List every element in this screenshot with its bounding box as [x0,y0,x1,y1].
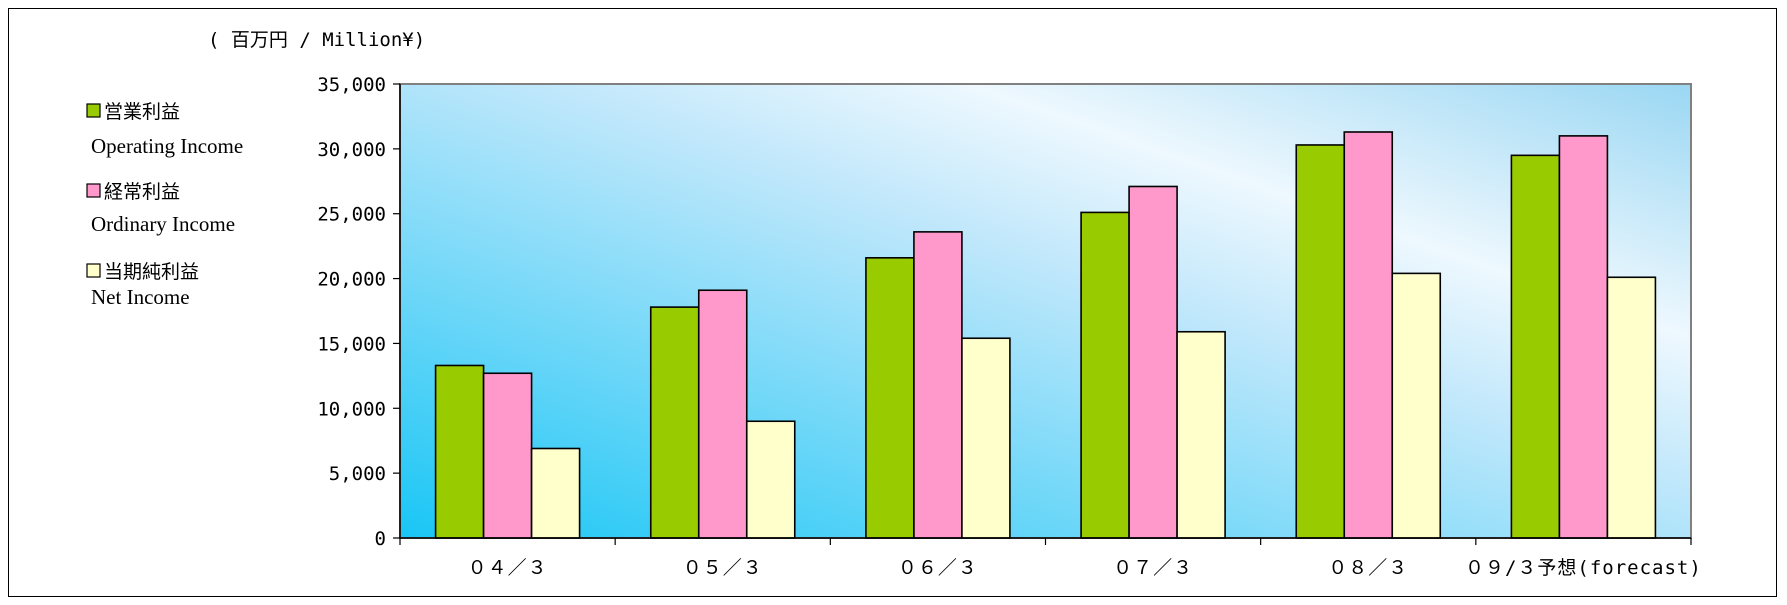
legend-label-operating-en: Operating Income [91,134,243,158]
bar-net-income [1176,330,1226,539]
bar-ordinary-income [1558,135,1609,539]
legend-label-operating: 営業利益 [104,101,180,123]
bar-operating-income [434,364,485,539]
bar-ordinary-income [1128,185,1178,539]
bar-ordinary-income [697,289,748,539]
bar-net-income [1391,272,1442,539]
bar-net-income [745,420,796,539]
x-category-label: ０６／３ [898,557,978,579]
bar-net-income [530,447,581,539]
y-tick-label: 30,000 [317,139,386,161]
x-category-label: ０７／３ [1113,557,1193,579]
y-tick-label: 20,000 [317,269,386,291]
legend-swatch-ordinary [86,183,101,198]
bar-net-income [961,337,1011,539]
legend: 営業利益 Operating Income 経常利益 Ordinary Inco… [86,101,243,309]
y-tick-label: 35,000 [317,74,386,96]
bar-ordinary-income [482,372,533,539]
y-axis: 0 5,000 10,000 15,000 20,000 25,000 30,000 35,0… [317,74,401,550]
legend-label-net-en: Net Income [91,285,190,309]
bar-operating-income [865,257,915,539]
y-tick-label: 15,000 [317,333,386,355]
y-tick-label: 5,000 [329,463,386,485]
x-category-label: ０９/３予想(forecast) [1465,557,1702,579]
bar-ordinary-income [913,231,963,539]
y-tick-label: 10,000 [317,398,386,420]
bar-operating-income [1080,211,1130,539]
x-category-label: ０５／３ [683,557,763,579]
y-tick-label: 25,000 [317,204,386,226]
plot-area [399,83,1692,539]
x-category-label: ０８／３ [1328,557,1408,579]
unit-label: ( 百万円 / Million¥) [208,29,425,51]
x-axis: ０４／３ ０５／３ ０６／３ ０７／３ ０８／３ ０９/３予想(forecast) [399,537,1702,579]
legend-swatch-net [86,263,101,278]
legend-label-ordinary: 経常利益 [104,181,180,203]
legend-label-net: 当期純利益 [104,261,199,283]
bars [434,131,1657,539]
y-tick-label: 0 [375,528,386,550]
bar-ordinary-income [1343,131,1394,539]
legend-swatch-operating [86,103,101,118]
legend-label-ordinary-en: Ordinary Income [91,212,235,236]
bar-net-income [1606,276,1657,539]
bar-operating-income [1510,154,1561,539]
bar-operating-income [1295,144,1346,539]
bar-operating-income [649,306,700,539]
x-category-label: ０４／３ [468,557,548,579]
